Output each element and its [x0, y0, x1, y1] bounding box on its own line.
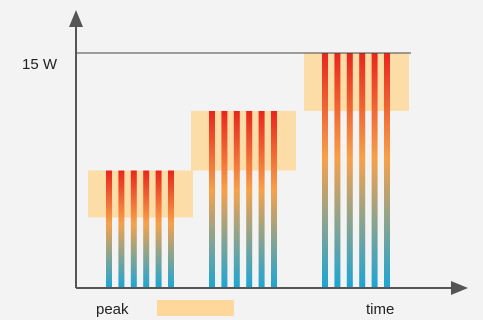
- power-bar: [246, 110, 253, 288]
- power-bar: [271, 110, 277, 288]
- y-axis-arrow-icon: [69, 10, 83, 27]
- power-bar: [384, 53, 390, 288]
- power-bar: [143, 170, 150, 288]
- power-bar: [322, 53, 328, 288]
- legend-swatch: [157, 300, 234, 316]
- power-bar: [258, 110, 265, 288]
- x-axis: [76, 281, 468, 295]
- power-bar: [155, 170, 162, 288]
- power-bar: [233, 110, 240, 288]
- y-tick-label: 15 W: [22, 56, 58, 73]
- power-bar: [168, 170, 174, 288]
- power-bar: [359, 53, 366, 288]
- power-bar: [221, 110, 228, 288]
- peak-band: [88, 170, 193, 218]
- peak-band: [304, 53, 409, 111]
- x-axis-label: time: [366, 301, 394, 318]
- power-bar: [118, 170, 125, 288]
- legend-label: peak: [96, 301, 129, 318]
- power-bar: [334, 53, 341, 288]
- peak-band: [191, 110, 296, 171]
- power-bar: [346, 53, 353, 288]
- power-bar: [371, 53, 378, 288]
- power-bar: [209, 110, 215, 288]
- power-bar: [106, 170, 112, 288]
- peak-bands: [88, 53, 409, 218]
- bar-groups: [106, 53, 390, 288]
- x-axis-arrow-icon: [451, 281, 468, 295]
- power-bar: [130, 170, 137, 288]
- y-axis: [69, 10, 83, 288]
